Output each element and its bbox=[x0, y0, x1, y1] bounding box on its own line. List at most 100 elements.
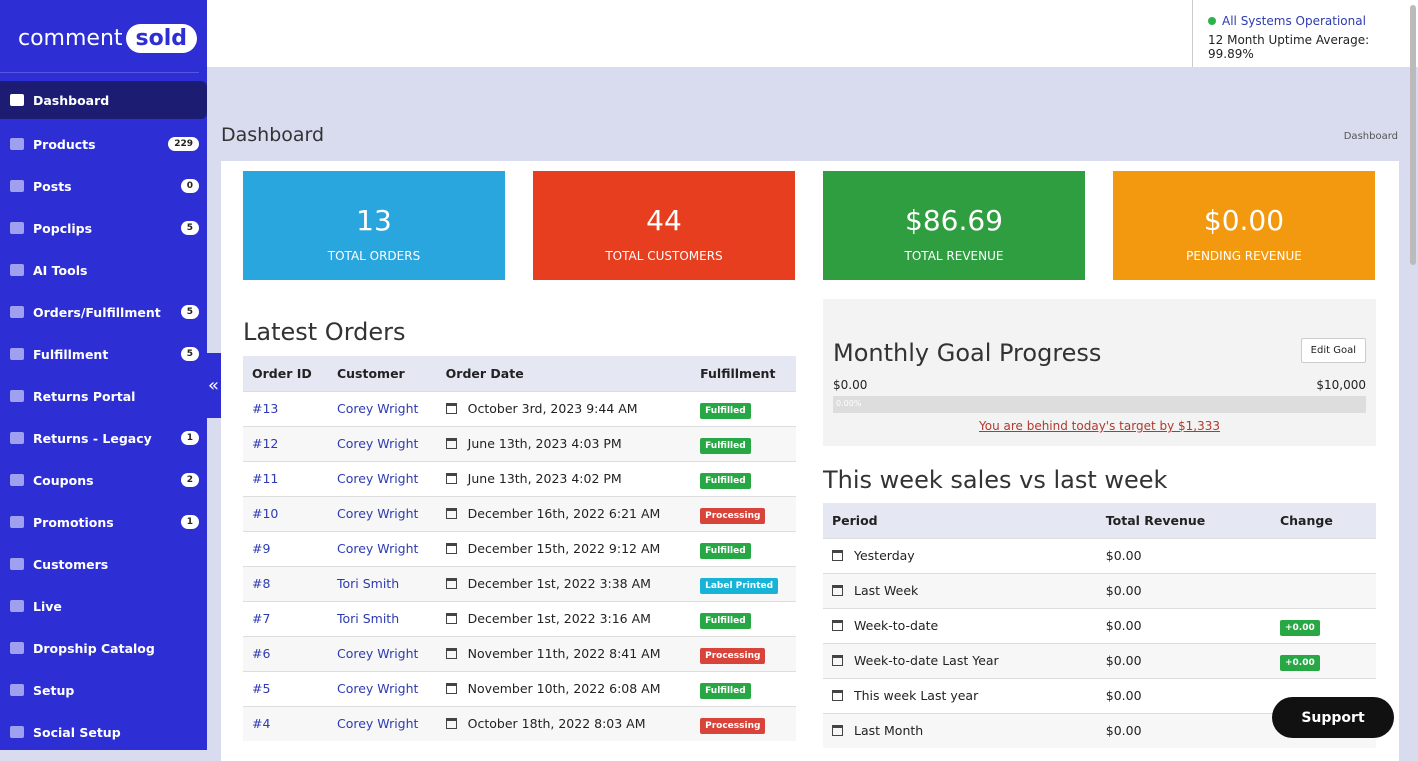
sidebar: comment sold Dashboard Products 229 Posts 0 Po… bbox=[0, 0, 228, 753]
link[interactable]: Corey Wright bbox=[336, 716, 419, 732]
logo-text: comment bbox=[18, 25, 123, 51]
nav-item[interactable]: Posts 0 bbox=[0, 165, 207, 207]
nav-item[interactable]: Promotions 1 bbox=[0, 501, 207, 543]
cell: #8 bbox=[243, 565, 328, 601]
status-badge: Fulfilled bbox=[700, 473, 751, 489]
link[interactable]: #4 bbox=[252, 716, 271, 732]
link[interactable]: Corey Wright bbox=[336, 506, 419, 521]
link[interactable]: #6 bbox=[252, 646, 271, 661]
link[interactable]: Corey Wright bbox=[336, 401, 419, 416]
cell: Fulfilled bbox=[691, 460, 796, 496]
link[interactable]: Tori Smith bbox=[336, 576, 400, 591]
cell: December 1st, 2022 3:38 AM bbox=[436, 565, 692, 601]
text: December 16th, 2022 6:21 AM bbox=[467, 506, 661, 521]
link[interactable]: #11 bbox=[252, 471, 279, 486]
stat-box: $86.69 TOTAL REVENUE bbox=[823, 171, 1085, 280]
cell: Corey Wright bbox=[327, 495, 437, 531]
text: Last Week bbox=[854, 583, 919, 598]
link[interactable]: Tori Smith bbox=[336, 611, 400, 626]
nav-icon bbox=[10, 432, 24, 444]
link[interactable]: Corey Wright bbox=[336, 681, 419, 696]
link[interactable]: #5 bbox=[252, 681, 271, 696]
link[interactable]: Corey Wright bbox=[336, 646, 419, 661]
nav-item[interactable]: AI Tools bbox=[0, 249, 207, 291]
nav-icon bbox=[10, 222, 24, 234]
link[interactable]: #10 bbox=[252, 506, 279, 521]
link[interactable]: Corey Wright bbox=[336, 436, 419, 451]
nav-item[interactable]: Fulfillment 5 bbox=[0, 333, 207, 375]
cell: June 13th, 2023 4:02 PM bbox=[436, 460, 692, 496]
table-row: #12 Corey Wright June 13th, 2023 4:03 PM Fu… bbox=[243, 425, 796, 461]
nav-item[interactable]: Dropship Catalog bbox=[0, 627, 207, 669]
text: $0.00 bbox=[1105, 688, 1142, 703]
table-row: #11 Corey Wright June 13th, 2023 4:02 PM Fu… bbox=[243, 460, 796, 496]
nav-badge: 5 bbox=[180, 305, 199, 319]
link[interactable]: #13 bbox=[252, 401, 279, 416]
nav-badge: 5 bbox=[180, 221, 199, 235]
cell: +0.00 bbox=[1270, 607, 1376, 643]
column-header: Period bbox=[823, 503, 1097, 538]
status-link[interactable]: All Systems Operational bbox=[1222, 14, 1366, 28]
stat-label: PENDING REVENUE bbox=[1186, 249, 1302, 263]
cell: Fulfilled bbox=[691, 600, 796, 636]
nav-item[interactable]: Orders/Fulfillment 5 bbox=[0, 291, 207, 333]
scrollbar[interactable] bbox=[1410, 5, 1416, 265]
nav-item[interactable]: Coupons 2 bbox=[0, 459, 207, 501]
nav-item[interactable]: Popclips 5 bbox=[0, 207, 207, 249]
cell: #5 bbox=[243, 670, 328, 706]
nav-icon bbox=[10, 516, 24, 528]
cell: November 11th, 2022 8:41 AM bbox=[436, 635, 692, 671]
link[interactable]: Corey Wright bbox=[336, 541, 419, 556]
nav-label: Posts bbox=[33, 178, 72, 194]
link[interactable]: #8 bbox=[252, 576, 271, 591]
cell: December 16th, 2022 6:21 AM bbox=[436, 495, 692, 531]
text: $0.00 bbox=[1105, 618, 1142, 633]
nav-item[interactable]: Customers bbox=[0, 543, 207, 585]
nav-item[interactable]: Social Setup bbox=[0, 711, 207, 753]
text: November 11th, 2022 8:41 AM bbox=[467, 646, 661, 661]
cell: $0.00 bbox=[1096, 642, 1271, 678]
link[interactable]: Corey Wright bbox=[336, 471, 419, 486]
nav-item[interactable]: Live bbox=[0, 585, 207, 627]
table-row: #7 Tori Smith December 1st, 2022 3:16 AM Fu… bbox=[243, 600, 796, 636]
edit-goal-button[interactable]: Edit Goal bbox=[1300, 338, 1366, 363]
nav-item[interactable]: Returns Portal bbox=[0, 375, 207, 417]
nav-icon bbox=[10, 348, 24, 360]
cell: #13 bbox=[243, 390, 328, 426]
nav-label: Fulfillment bbox=[33, 346, 109, 362]
link[interactable]: #12 bbox=[252, 436, 279, 451]
column-header: Total Revenue bbox=[1096, 503, 1271, 538]
cell: Corey Wright bbox=[327, 670, 437, 706]
cell: Corey Wright bbox=[327, 530, 437, 566]
breadcrumb[interactable]: Dashboard bbox=[1343, 131, 1398, 142]
status-badge: +0.00 bbox=[1279, 655, 1320, 671]
page-title: Dashboard bbox=[221, 124, 325, 146]
nav-item[interactable]: Products 229 bbox=[0, 123, 207, 165]
link[interactable]: #9 bbox=[252, 541, 271, 556]
nav-item[interactable]: Returns - Legacy 1 bbox=[0, 417, 207, 459]
link[interactable]: #7 bbox=[252, 611, 271, 626]
nav-badge: 5 bbox=[180, 347, 199, 361]
status-badge: +0.00 bbox=[1279, 620, 1320, 636]
text: June 13th, 2023 4:03 PM bbox=[467, 436, 622, 451]
logo[interactable]: comment sold bbox=[18, 18, 198, 58]
cell: Corey Wright bbox=[327, 390, 437, 426]
nav-label: Live bbox=[33, 598, 62, 614]
calendar-icon bbox=[832, 655, 843, 666]
cell: Fulfilled bbox=[691, 530, 796, 566]
support-button[interactable]: Support bbox=[1272, 697, 1394, 738]
calendar-icon bbox=[445, 613, 457, 624]
cell: #12 bbox=[243, 425, 328, 461]
cell: Corey Wright bbox=[327, 705, 437, 741]
nav-item[interactable]: Setup bbox=[0, 669, 207, 711]
cell: Yesterday bbox=[823, 537, 1097, 573]
nav-item[interactable]: Dashboard bbox=[0, 81, 207, 119]
nav-badge: 1 bbox=[180, 431, 199, 445]
nav-label: Customers bbox=[33, 556, 109, 572]
cell: Fulfilled bbox=[691, 425, 796, 461]
topbar bbox=[207, 0, 1418, 67]
orders-table: Order ID Customer Order Date Fulfillment #13… bbox=[243, 356, 796, 741]
nav-label: Returns - Legacy bbox=[33, 430, 152, 446]
cell: #10 bbox=[243, 495, 328, 531]
stat-box: $0.00 PENDING REVENUE bbox=[1113, 171, 1375, 280]
